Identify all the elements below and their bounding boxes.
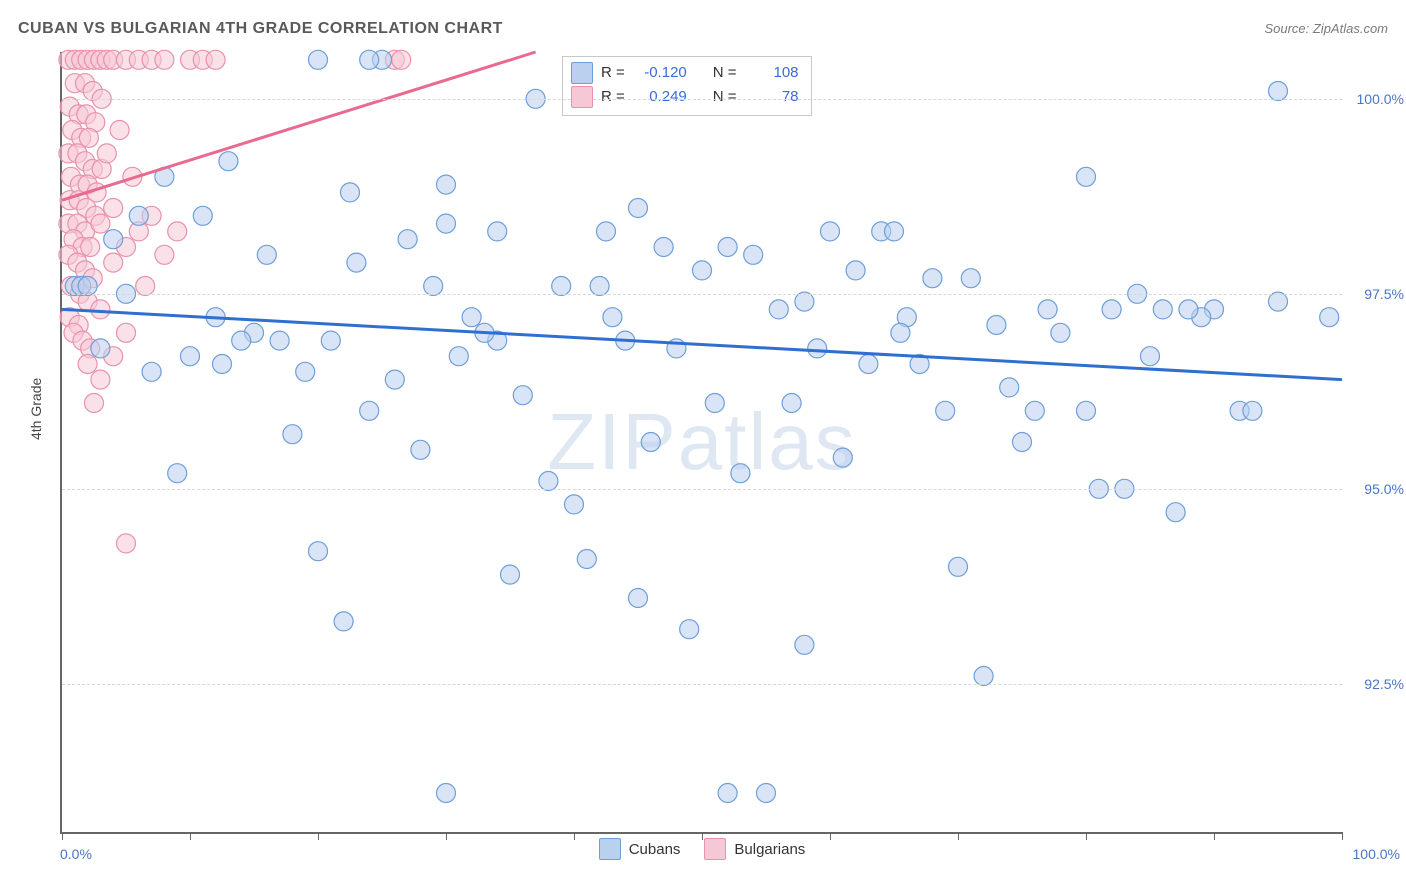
- x-axis-min-label: 0.0%: [60, 846, 92, 862]
- x-tick: [702, 832, 703, 840]
- y-tick-label: 97.5%: [1349, 286, 1404, 302]
- legend-item-bulgarians: Bulgarians: [704, 838, 805, 860]
- y-axis-label: 4th Grade: [28, 378, 44, 440]
- x-tick: [830, 832, 831, 840]
- legend-label-bulgarians: Bulgarians: [734, 841, 805, 858]
- legend-swatch-cubans: [599, 838, 621, 860]
- gridline: [62, 294, 1342, 295]
- r-value-bulgarians: 0.249: [633, 85, 687, 109]
- n-label: N =: [713, 61, 737, 85]
- swatch-bulgarians: [571, 86, 593, 108]
- x-tick: [190, 832, 191, 840]
- swatch-cubans: [571, 62, 593, 84]
- legend-label-cubans: Cubans: [629, 841, 681, 858]
- y-tick-label: 92.5%: [1349, 676, 1404, 692]
- x-tick: [318, 832, 319, 840]
- gridline: [62, 684, 1342, 685]
- r-label-2: R =: [601, 85, 625, 109]
- r-value-cubans: -0.120: [633, 61, 687, 85]
- n-label-2: N =: [713, 85, 737, 109]
- y-tick-label: 95.0%: [1349, 481, 1404, 497]
- stats-row-bulgarians: R = 0.249 N = 78: [571, 85, 799, 109]
- legend-item-cubans: Cubans: [599, 838, 681, 860]
- n-value-cubans: 108: [745, 61, 799, 85]
- x-tick: [446, 832, 447, 840]
- x-tick: [1342, 832, 1343, 840]
- source-label: Source: ZipAtlas.com: [1264, 21, 1388, 36]
- stats-row-cubans: R = -0.120 N = 108: [571, 61, 799, 85]
- x-tick: [574, 832, 575, 840]
- x-tick: [958, 832, 959, 840]
- y-tick-label: 100.0%: [1349, 91, 1404, 107]
- r-label: R =: [601, 61, 625, 85]
- gridline: [62, 99, 1342, 100]
- x-axis-max-label: 100.0%: [1353, 846, 1400, 862]
- bottom-legend: Cubans Bulgarians: [62, 838, 1342, 860]
- n-value-bulgarians: 78: [745, 85, 799, 109]
- chart-svg: [62, 52, 1342, 832]
- chart-title: CUBAN VS BULGARIAN 4TH GRADE CORRELATION…: [18, 20, 503, 38]
- stats-box: R = -0.120 N = 108 R = 0.249 N = 78: [562, 56, 812, 116]
- gridline: [62, 489, 1342, 490]
- x-tick: [1214, 832, 1215, 840]
- x-tick: [62, 832, 63, 840]
- x-tick: [1086, 832, 1087, 840]
- plot-area: ZIPatlas R = -0.120 N = 108 R = 0.249 N …: [60, 52, 1342, 834]
- legend-swatch-bulgarians: [704, 838, 726, 860]
